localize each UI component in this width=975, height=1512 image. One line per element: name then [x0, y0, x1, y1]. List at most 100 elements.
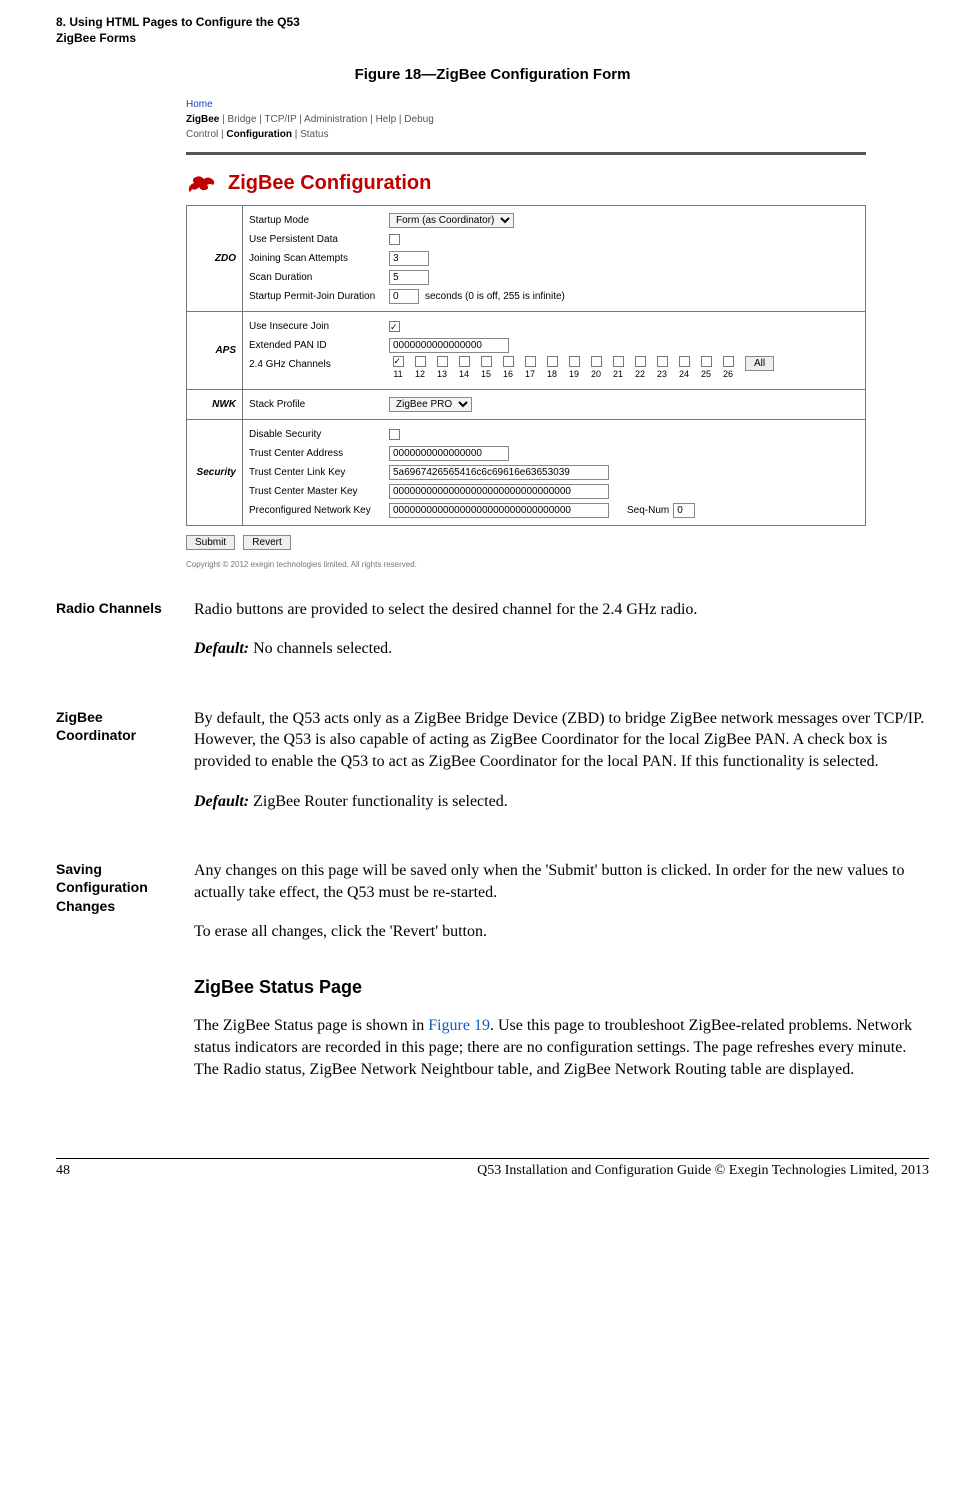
channel-checkbox[interactable]	[503, 356, 514, 367]
tc-link-input[interactable]	[389, 465, 609, 480]
channel-checkbox[interactable]	[525, 356, 536, 367]
crumb-item[interactable]: TCP/IP	[264, 114, 296, 125]
section-security: Security	[187, 419, 243, 525]
channel-label: 23	[657, 367, 667, 382]
crumb-home[interactable]: Home	[186, 99, 213, 110]
form-buttons: Submit Revert	[186, 532, 866, 550]
channel-label: 25	[701, 367, 711, 382]
tc-addr-input[interactable]	[389, 446, 509, 461]
crumb-item[interactable]: Control	[186, 129, 218, 140]
label-permit-join: Startup Permit-Join Duration	[249, 288, 389, 305]
label-channels: 2.4 GHz Channels	[249, 356, 389, 373]
running-header-line2: ZigBee Forms	[56, 30, 929, 46]
persistent-checkbox[interactable]	[389, 234, 400, 245]
channel-18[interactable]: 18	[543, 356, 561, 382]
label-stack-profile: Stack Profile	[249, 396, 389, 413]
epid-input[interactable]	[389, 338, 509, 353]
submit-button[interactable]: Submit	[186, 535, 235, 550]
channel-11[interactable]: 11	[389, 356, 407, 382]
channel-label: 11	[393, 367, 402, 382]
crumb-item[interactable]: Help	[376, 114, 397, 125]
crumb-item[interactable]: Debug	[404, 114, 433, 125]
insecure-checkbox[interactable]	[389, 321, 400, 332]
figure-ref-19[interactable]: Figure 19	[428, 1017, 490, 1034]
label-precfg: Preconfigured Network Key	[249, 502, 389, 519]
figure-copyright: Copyright © 2012 exegin technologies lim…	[186, 560, 866, 569]
permit-join-hint: seconds (0 is off, 255 is infinite)	[425, 288, 565, 305]
running-header-line1: 8. Using HTML Pages to Configure the Q53	[56, 14, 929, 30]
precfg-input[interactable]	[389, 503, 609, 518]
channel-checkbox[interactable]	[657, 356, 668, 367]
startup-mode-select[interactable]: Form (as Coordinator)	[389, 213, 514, 228]
all-channels-button[interactable]: All	[745, 356, 774, 371]
channel-checkbox[interactable]	[591, 356, 602, 367]
channel-checkbox[interactable]	[635, 356, 646, 367]
channel-22[interactable]: 22	[631, 356, 649, 382]
entry-coordinator: ZigBee Coordinator By default, the Q53 a…	[56, 708, 929, 830]
channel-17[interactable]: 17	[521, 356, 539, 382]
channel-label: 15	[481, 367, 491, 382]
channel-21[interactable]: 21	[609, 356, 627, 382]
tc-master-input[interactable]	[389, 484, 609, 499]
saving-p2: To erase all changes, click the 'Revert'…	[194, 921, 929, 943]
crumb-item[interactable]: ZigBee	[186, 114, 219, 125]
channel-23[interactable]: 23	[653, 356, 671, 382]
disable-security-checkbox[interactable]	[389, 429, 400, 440]
channel-checkbox[interactable]	[679, 356, 690, 367]
channel-25[interactable]: 25	[697, 356, 715, 382]
channel-13[interactable]: 13	[433, 356, 451, 382]
channel-checkbox[interactable]	[393, 356, 404, 367]
figure-panel: Home ZigBee | Bridge | TCP/IP | Administ…	[186, 97, 866, 568]
crumb-item[interactable]: Administration	[304, 114, 367, 125]
channel-20[interactable]: 20	[587, 356, 605, 382]
channel-checkbox[interactable]	[459, 356, 470, 367]
breadcrumb: Home ZigBee | Bridge | TCP/IP | Administ…	[186, 97, 866, 142]
radio-default: Default: No channels selected.	[194, 638, 929, 660]
channel-label: 21	[613, 367, 623, 382]
scan-attempts-input[interactable]	[389, 251, 429, 266]
stack-profile-select[interactable]: ZigBee PRO	[389, 397, 472, 412]
channel-checkbox[interactable]	[415, 356, 426, 367]
gecko-icon	[186, 171, 218, 195]
page-number: 48	[56, 1163, 70, 1179]
seqnum-label: Seq-Num	[627, 502, 669, 519]
label-epid: Extended PAN ID	[249, 337, 389, 354]
channel-checkbox[interactable]	[481, 356, 492, 367]
channel-12[interactable]: 12	[411, 356, 429, 382]
channel-checkbox[interactable]	[569, 356, 580, 367]
crumb-item[interactable]: Status	[300, 129, 328, 140]
permit-join-input[interactable]	[389, 289, 419, 304]
subhead-status: ZigBee Status Page	[194, 975, 929, 999]
channel-checkbox[interactable]	[723, 356, 734, 367]
channel-14[interactable]: 14	[455, 356, 473, 382]
label-tc-addr: Trust Center Address	[249, 445, 389, 462]
channel-label: 13	[437, 367, 447, 382]
section-aps: APS	[187, 312, 243, 389]
channel-checkbox[interactable]	[437, 356, 448, 367]
label-startup-mode: Startup Mode	[249, 212, 389, 229]
channel-label: 14	[459, 367, 469, 382]
crumb-item[interactable]: Bridge	[228, 114, 257, 125]
channel-19[interactable]: 19	[565, 356, 583, 382]
channel-checkbox[interactable]	[547, 356, 558, 367]
crumb-item[interactable]: Configuration	[226, 129, 292, 140]
channel-26[interactable]: 26	[719, 356, 737, 382]
label-insecure: Use Insecure Join	[249, 318, 389, 335]
radio-p1: Radio buttons are provided to select the…	[194, 599, 929, 621]
divider	[186, 152, 866, 155]
section-nwk: NWK	[187, 389, 243, 419]
revert-button[interactable]: Revert	[243, 535, 290, 550]
channel-label: 18	[547, 367, 557, 382]
channel-24[interactable]: 24	[675, 356, 693, 382]
channel-16[interactable]: 16	[499, 356, 517, 382]
label-scan-duration: Scan Duration	[249, 269, 389, 286]
figure-title: Figure 18—ZigBee Configuration Form	[56, 66, 929, 83]
side-heading-saving: Saving Configuration Changes	[56, 860, 174, 1098]
scan-duration-input[interactable]	[389, 270, 429, 285]
channel-checkbox[interactable]	[701, 356, 712, 367]
page-footer: 48 Q53 Installation and Configuration Gu…	[56, 1158, 929, 1179]
seqnum-input[interactable]	[673, 503, 695, 518]
status-p1: The ZigBee Status page is shown in Figur…	[194, 1015, 929, 1080]
channel-checkbox[interactable]	[613, 356, 624, 367]
channel-15[interactable]: 15	[477, 356, 495, 382]
